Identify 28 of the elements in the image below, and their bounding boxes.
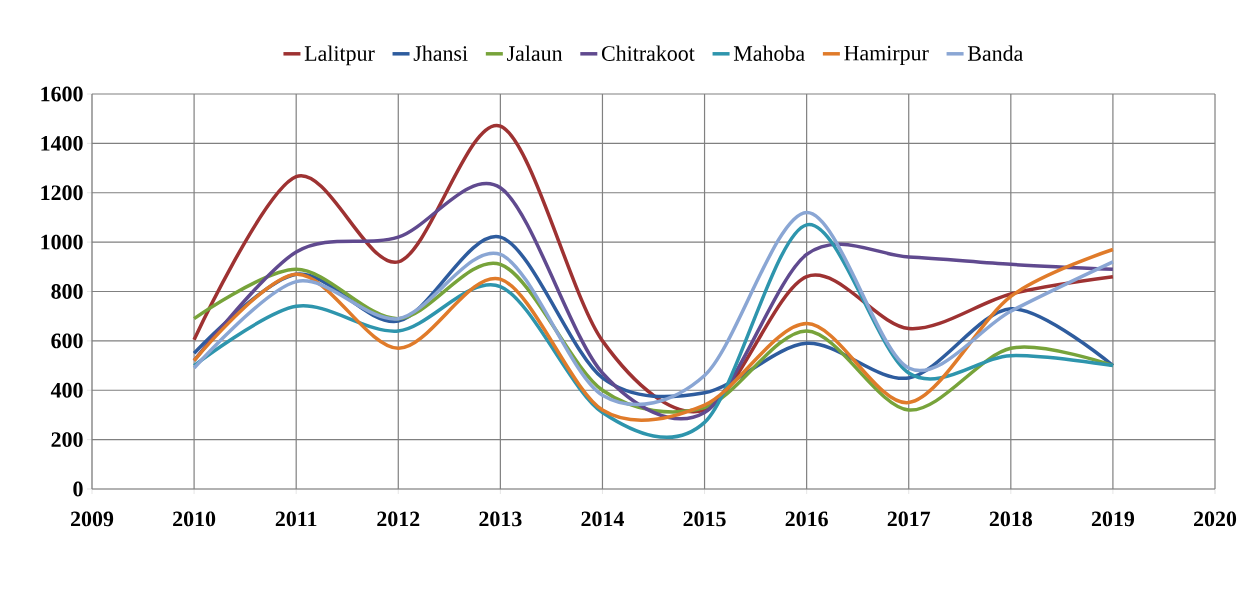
legend-label: Lalitpur xyxy=(304,45,375,66)
legend-label: Jhansi xyxy=(413,45,468,61)
y-tick-label: 600 xyxy=(51,333,83,349)
y-tick-label: 1600 xyxy=(41,86,83,102)
x-tick-label: 2019 xyxy=(1091,511,1135,527)
x-tick-label: 2016 xyxy=(785,511,828,527)
x-tick-label: 2009 xyxy=(71,511,114,527)
legend-label: Mahoba xyxy=(733,45,805,61)
legend-label: Hamirpur xyxy=(844,45,929,65)
x-tick-label: 2015 xyxy=(683,511,726,527)
x-tick-label: 2017 xyxy=(887,511,931,527)
x-tick-label: 2020 xyxy=(1194,511,1237,527)
x-tick-label: 2013 xyxy=(479,511,522,527)
x-tick-label: 2018 xyxy=(989,511,1033,527)
legend-label: Banda xyxy=(967,45,1024,61)
x-tick-label: 2014 xyxy=(581,511,624,527)
y-tick-label: 1400 xyxy=(41,135,83,151)
legend-label: Chitrakoot xyxy=(601,45,695,61)
y-tick-label: 1200 xyxy=(41,185,83,201)
y-tick-label: 1000 xyxy=(41,234,83,250)
y-tick-label: 200 xyxy=(51,432,83,448)
y-tick-label: 800 xyxy=(51,284,83,299)
x-tick-label: 2011 xyxy=(275,511,317,527)
x-tick-label: 2010 xyxy=(173,511,216,527)
x-tick-label: 2012 xyxy=(377,511,420,527)
legend-label: Jalaun xyxy=(507,45,563,61)
y-tick-label: 400 xyxy=(50,382,83,398)
y-tick-label: 0 xyxy=(73,481,83,497)
